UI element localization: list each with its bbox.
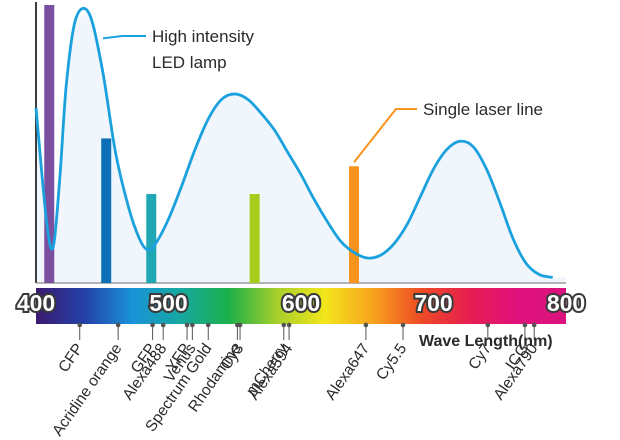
dye-label: CFP <box>55 341 87 376</box>
curve-fill <box>36 13 566 284</box>
dye-marker-cfp: CFP <box>55 322 87 376</box>
laser-bar-3 <box>146 194 157 283</box>
dye-label: Cy5.5 <box>373 341 410 384</box>
x-tick-500: 500 <box>149 290 187 316</box>
led-annotation-line-1: High intensity <box>152 27 255 46</box>
dye-marker-alexa488: Alexa488 <box>119 322 170 403</box>
x-tick-800: 800 <box>547 290 585 316</box>
annotations: High intensity LED lamp Single laser lin… <box>102 27 543 163</box>
led-annotation-line-2: LED lamp <box>152 53 227 72</box>
led-annotation-leader <box>102 35 146 40</box>
dye-marker-cy3: Cy3 <box>218 322 247 373</box>
dye-label: Acridine orange <box>49 341 125 440</box>
led-curve-line <box>34 6 554 279</box>
led-curve <box>34 6 554 279</box>
laser-bars <box>44 5 359 283</box>
dye-marker-alexa647: Alexa647 <box>322 322 373 404</box>
dye-label: Alexa647 <box>322 341 373 404</box>
x-tick-600: 600 <box>282 290 320 316</box>
dye-marker-acridine-orange: Acridine orange <box>49 322 125 440</box>
plot-area <box>35 2 566 284</box>
spectrum-axis <box>36 288 566 324</box>
x-tick-700: 700 <box>414 290 452 316</box>
laser-bar-1 <box>44 5 55 283</box>
laser-annotation: Single laser line <box>423 100 543 119</box>
x-tick-labels: 400 500 600 700 800 <box>15 288 587 318</box>
dye-marker-alexa594: Alexa594 <box>245 322 297 403</box>
dye-marker-cy5-5: Cy5.5 <box>373 322 410 384</box>
laser-bar-4 <box>249 194 260 283</box>
laser-annotation-leader <box>353 108 417 163</box>
x-axis-label: Wave Length(nm) <box>419 333 553 350</box>
spectrum-band <box>36 288 566 324</box>
laser-bar-5 <box>349 166 359 283</box>
x-tick-400: 400 <box>17 290 55 316</box>
laser-bar-2 <box>101 138 112 283</box>
